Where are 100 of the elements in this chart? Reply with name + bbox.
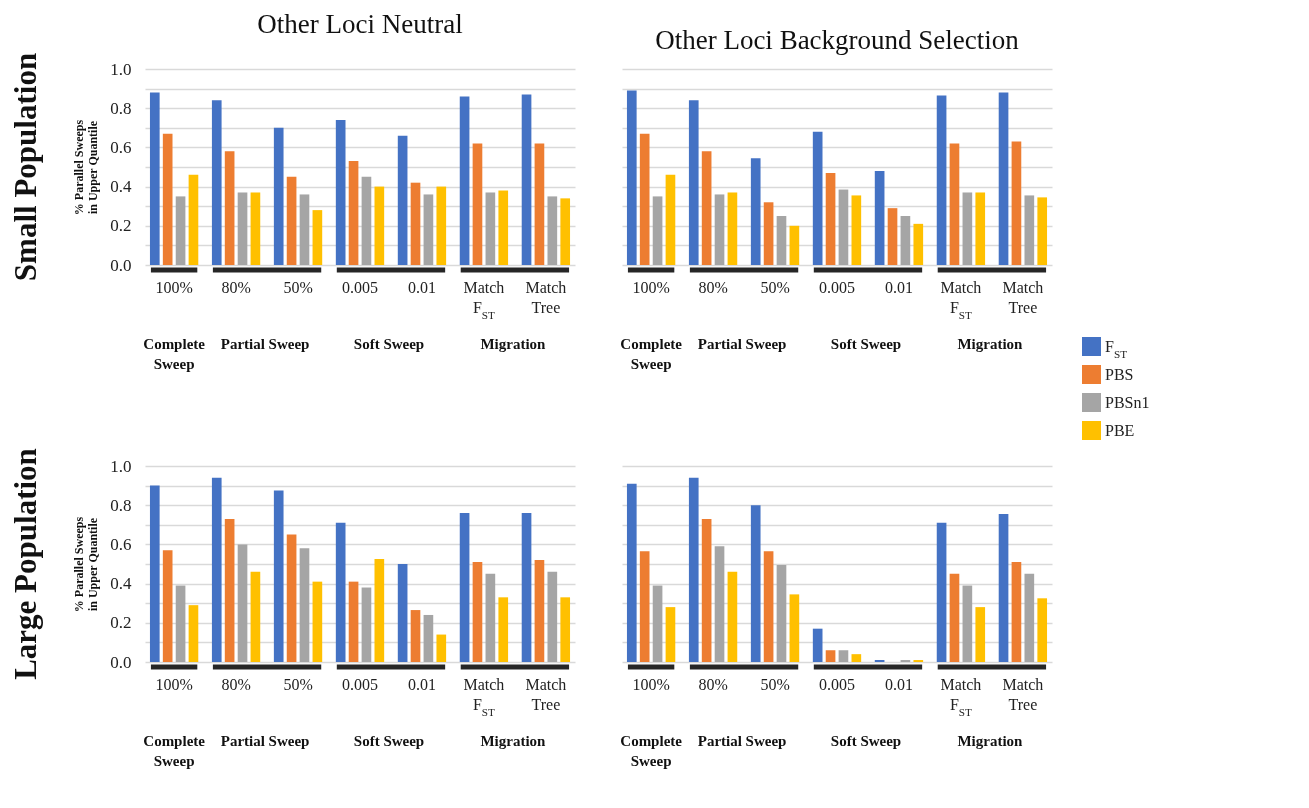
bar (975, 607, 986, 662)
x-tick-label: 80% (698, 675, 728, 693)
bar (789, 225, 800, 265)
bar (335, 119, 346, 265)
text: Soft Sweep (830, 336, 902, 352)
bar (498, 597, 509, 662)
bar (962, 192, 973, 265)
x-tick-label: 0.01 (407, 675, 436, 693)
bar (312, 581, 323, 662)
bar (299, 194, 310, 265)
bar (776, 216, 787, 265)
bar (188, 174, 199, 265)
bar (825, 650, 836, 662)
bar (188, 605, 199, 662)
bar (665, 607, 676, 662)
y-tick-label: 0.4 (110, 574, 132, 594)
bar (237, 544, 248, 662)
legend-label: F$_{ST}$ (1105, 337, 1128, 360)
bar (361, 176, 372, 265)
y-tick-label: 0.8 (110, 98, 132, 118)
x-tick-label: 100% (632, 675, 670, 693)
bar (485, 192, 496, 265)
bar (436, 186, 447, 265)
bar (639, 551, 650, 662)
bar (900, 216, 911, 265)
bar (949, 143, 960, 265)
bar (521, 94, 532, 265)
text: Complete Sweep (143, 733, 206, 769)
y-tick-label: 0.2 (110, 216, 132, 236)
bar (688, 477, 699, 662)
bar (162, 550, 173, 662)
bar (273, 490, 284, 662)
bar (714, 546, 725, 662)
bar (626, 483, 637, 662)
bar (652, 196, 663, 265)
bar (397, 564, 408, 662)
text: Migration (480, 733, 547, 749)
text: Migration (480, 336, 547, 352)
y-tick-label: 0.6 (110, 137, 132, 157)
bar (665, 174, 676, 265)
text: Complete Sweep (620, 336, 683, 372)
text: Complete Sweep (620, 733, 683, 769)
bar (250, 571, 261, 662)
bar (560, 198, 571, 265)
legend-label: PBE (1105, 421, 1135, 439)
x-tick-label: 0.005 (819, 675, 855, 693)
x-tick-label: 0.005 (342, 675, 378, 693)
text: Soft Sweep (353, 733, 425, 749)
bar (423, 614, 434, 662)
bar (998, 514, 1009, 662)
bar (838, 650, 849, 662)
bar (776, 564, 787, 662)
bar (410, 610, 421, 662)
x-tick-label: 50% (760, 278, 790, 296)
bar (299, 548, 310, 662)
bar (237, 192, 248, 265)
bar (224, 518, 235, 662)
bar (335, 522, 346, 662)
bar (560, 597, 571, 662)
bar (874, 170, 885, 265)
bar (286, 176, 297, 265)
bar (727, 192, 738, 265)
bar (652, 585, 663, 662)
bar (472, 143, 483, 265)
bar (750, 158, 761, 265)
bar (162, 133, 173, 265)
bar (436, 634, 447, 662)
bar (312, 210, 323, 265)
bar (374, 186, 385, 265)
y-tick-label: 0.6 (110, 534, 132, 554)
bar (825, 172, 836, 265)
bar (211, 477, 222, 662)
y-axis-title: % Parallel Sweeps in Upper Quantile (72, 516, 101, 613)
chart-title: Other Loci Neutral (257, 8, 463, 39)
text: Soft Sweep (353, 336, 425, 352)
y-tick-label: 0.2 (110, 613, 132, 633)
text: Migration (957, 733, 1024, 749)
bar (851, 195, 862, 265)
bar (374, 559, 385, 662)
x-tick-label: 80% (698, 278, 728, 296)
y-tick-label: 0.0 (110, 255, 132, 275)
x-tick-label: 50% (283, 675, 313, 693)
bar (639, 133, 650, 265)
bar (962, 585, 973, 662)
bar (1024, 573, 1035, 662)
bar (485, 573, 496, 662)
bar (727, 571, 738, 662)
bar (211, 100, 222, 265)
bar (936, 522, 947, 662)
x-tick-label: Match Tree (1002, 278, 1044, 316)
bar (949, 573, 960, 662)
x-tick-label: 80% (221, 675, 251, 693)
legend-label: PBS (1105, 365, 1134, 383)
bar (750, 505, 761, 662)
bar (348, 161, 359, 265)
bar (626, 90, 637, 265)
bar (975, 192, 986, 265)
bar (498, 190, 509, 265)
x-tick-label: Match Tree (525, 278, 567, 316)
bar (149, 92, 160, 265)
